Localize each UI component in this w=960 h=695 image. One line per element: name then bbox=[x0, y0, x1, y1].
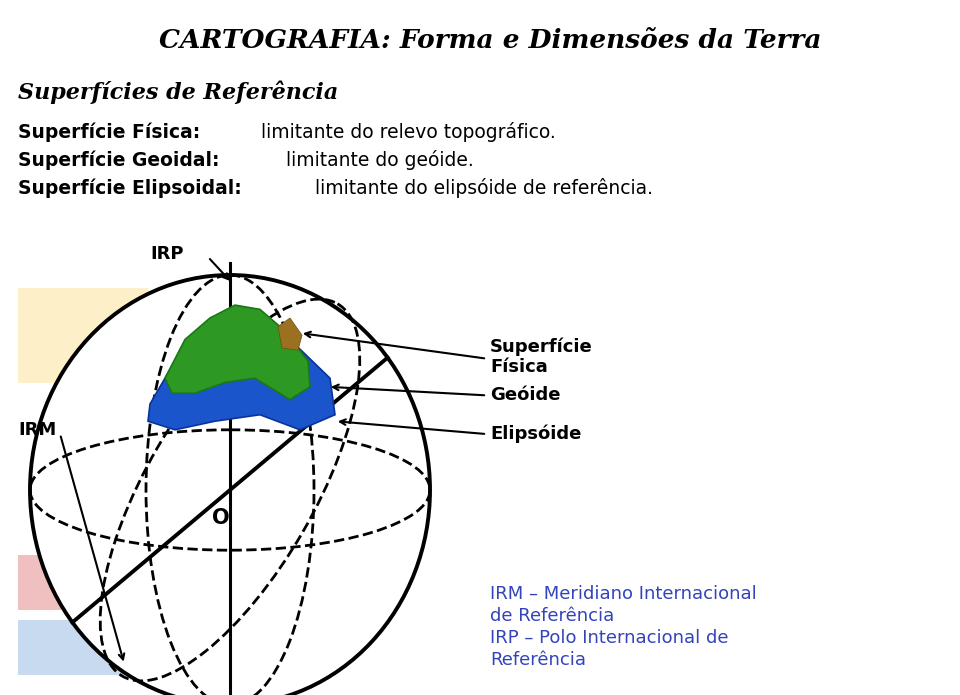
Text: IRP: IRP bbox=[150, 245, 183, 263]
Text: IRM: IRM bbox=[18, 420, 57, 439]
Bar bbox=[18, 620, 183, 675]
Text: Física: Física bbox=[490, 358, 548, 376]
Text: de Referência: de Referência bbox=[490, 607, 614, 625]
Text: IRM – Meridiano Internacional: IRM – Meridiano Internacional bbox=[490, 585, 756, 603]
Text: Superfície Elipsoidal:: Superfície Elipsoidal: bbox=[18, 178, 242, 197]
Text: limitante do relevo topográfico.: limitante do relevo topográfico. bbox=[255, 122, 556, 142]
Text: Elipsóide: Elipsóide bbox=[490, 425, 582, 443]
Polygon shape bbox=[278, 318, 302, 350]
Text: Superfícies de Referência: Superfícies de Referência bbox=[18, 80, 338, 104]
Text: Geóide: Geóide bbox=[490, 386, 561, 404]
Polygon shape bbox=[165, 305, 310, 400]
Text: Superfície: Superfície bbox=[490, 338, 592, 356]
Text: CARTOGRAFIA: Forma e Dimensões da Terra: CARTOGRAFIA: Forma e Dimensões da Terra bbox=[158, 28, 821, 53]
Text: Referência: Referência bbox=[490, 651, 586, 669]
Text: Superfície Física:: Superfície Física: bbox=[18, 122, 201, 142]
Text: limitante do elipsóide de referência.: limitante do elipsóide de referência. bbox=[309, 178, 653, 198]
Text: limitante do geóide.: limitante do geóide. bbox=[280, 150, 473, 170]
Ellipse shape bbox=[30, 275, 430, 695]
Text: Superfície Geoidal:: Superfície Geoidal: bbox=[18, 150, 220, 170]
Bar bbox=[18, 288, 148, 383]
Text: O: O bbox=[212, 508, 229, 528]
Text: IRP – Polo Internacional de: IRP – Polo Internacional de bbox=[490, 629, 729, 647]
Bar bbox=[18, 555, 183, 610]
Polygon shape bbox=[148, 322, 335, 430]
